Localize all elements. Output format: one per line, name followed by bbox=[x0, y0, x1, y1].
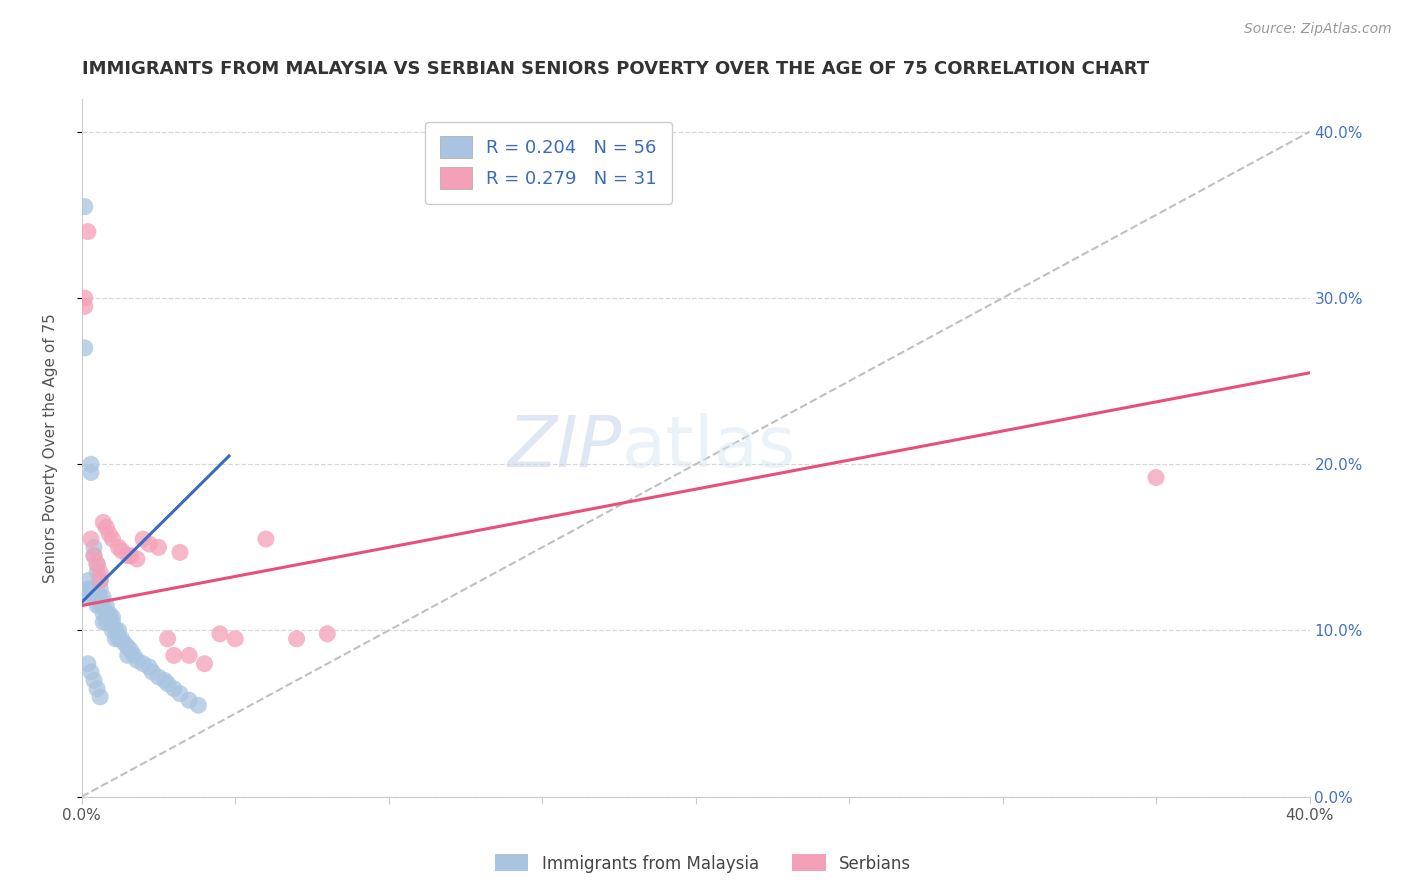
Point bbox=[163, 648, 186, 663]
Point bbox=[101, 615, 124, 629]
Point bbox=[80, 665, 103, 679]
Point bbox=[141, 665, 163, 679]
Point bbox=[73, 591, 96, 605]
Point bbox=[1144, 470, 1167, 484]
Point bbox=[89, 690, 111, 704]
Point bbox=[138, 537, 160, 551]
Legend: Immigrants from Malaysia, Serbians: Immigrants from Malaysia, Serbians bbox=[488, 847, 918, 880]
Point bbox=[83, 591, 105, 605]
Point bbox=[122, 648, 145, 663]
Text: ZIP: ZIP bbox=[508, 413, 621, 483]
Point bbox=[96, 520, 118, 534]
Point bbox=[89, 582, 111, 596]
Point bbox=[120, 643, 142, 657]
Point bbox=[120, 549, 142, 563]
Point bbox=[89, 599, 111, 613]
Point bbox=[316, 627, 339, 641]
Point bbox=[91, 607, 114, 621]
Point bbox=[86, 681, 108, 696]
Point bbox=[101, 624, 124, 638]
Point bbox=[98, 607, 121, 621]
Point bbox=[148, 670, 170, 684]
Point bbox=[89, 591, 111, 605]
Point bbox=[76, 582, 98, 596]
Point bbox=[86, 599, 108, 613]
Point bbox=[117, 549, 139, 563]
Point bbox=[156, 632, 179, 646]
Point bbox=[86, 557, 108, 571]
Point bbox=[125, 653, 148, 667]
Point bbox=[169, 687, 191, 701]
Point bbox=[86, 557, 108, 571]
Point bbox=[96, 599, 118, 613]
Point bbox=[89, 566, 111, 580]
Point bbox=[73, 299, 96, 313]
Point bbox=[80, 532, 103, 546]
Point bbox=[101, 610, 124, 624]
Point bbox=[96, 607, 118, 621]
Point bbox=[132, 657, 155, 671]
Point bbox=[91, 591, 114, 605]
Point bbox=[156, 676, 179, 690]
Point bbox=[117, 640, 139, 654]
Point bbox=[111, 632, 134, 646]
Point bbox=[104, 624, 127, 638]
Point bbox=[76, 657, 98, 671]
Point bbox=[224, 632, 246, 646]
Point bbox=[148, 541, 170, 555]
Point bbox=[83, 673, 105, 688]
Point bbox=[80, 466, 103, 480]
Point bbox=[107, 541, 129, 555]
Y-axis label: Seniors Poverty Over the Age of 75: Seniors Poverty Over the Age of 75 bbox=[44, 313, 58, 582]
Point bbox=[73, 200, 96, 214]
Text: Source: ZipAtlas.com: Source: ZipAtlas.com bbox=[1244, 22, 1392, 37]
Point bbox=[83, 549, 105, 563]
Point bbox=[80, 457, 103, 471]
Point bbox=[89, 574, 111, 588]
Point bbox=[73, 291, 96, 305]
Point bbox=[114, 637, 136, 651]
Point bbox=[138, 660, 160, 674]
Text: IMMIGRANTS FROM MALAYSIA VS SERBIAN SENIORS POVERTY OVER THE AGE OF 75 CORRELATI: IMMIGRANTS FROM MALAYSIA VS SERBIAN SENI… bbox=[82, 60, 1149, 78]
Point bbox=[83, 541, 105, 555]
Point bbox=[187, 698, 209, 713]
Point bbox=[76, 574, 98, 588]
Point bbox=[117, 648, 139, 663]
Point bbox=[89, 574, 111, 588]
Point bbox=[107, 624, 129, 638]
Point bbox=[111, 543, 134, 558]
Point bbox=[91, 599, 114, 613]
Point bbox=[104, 632, 127, 646]
Point bbox=[254, 532, 277, 546]
Point bbox=[179, 693, 201, 707]
Point bbox=[169, 545, 191, 559]
Point bbox=[98, 527, 121, 541]
Point bbox=[153, 673, 176, 688]
Point bbox=[285, 632, 308, 646]
Point bbox=[91, 516, 114, 530]
Point bbox=[208, 627, 231, 641]
Point bbox=[73, 341, 96, 355]
Point bbox=[125, 552, 148, 566]
Point bbox=[193, 657, 215, 671]
Point bbox=[86, 566, 108, 580]
Point bbox=[163, 681, 186, 696]
Point bbox=[101, 532, 124, 546]
Point bbox=[98, 612, 121, 626]
Point bbox=[96, 615, 118, 629]
Point bbox=[76, 225, 98, 239]
Point bbox=[80, 582, 103, 596]
Point bbox=[91, 615, 114, 629]
Text: atlas: atlas bbox=[621, 413, 796, 483]
Legend: R = 0.204   N = 56, R = 0.279   N = 31: R = 0.204 N = 56, R = 0.279 N = 31 bbox=[425, 121, 672, 203]
Point bbox=[179, 648, 201, 663]
Point bbox=[107, 632, 129, 646]
Point bbox=[132, 532, 155, 546]
Point bbox=[83, 549, 105, 563]
